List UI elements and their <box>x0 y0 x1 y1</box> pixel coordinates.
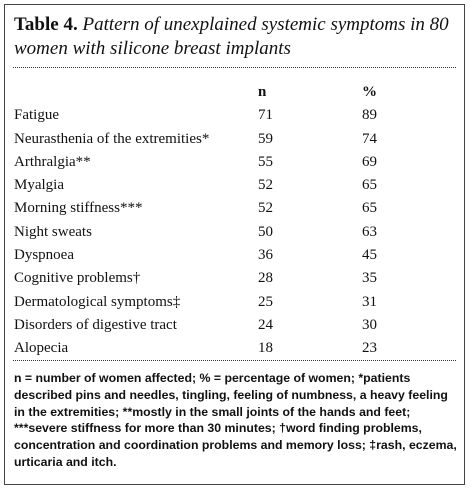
row-label: Alopecia <box>14 340 69 357</box>
cell-value: 69 <box>362 153 377 170</box>
table-label: Table 4. <box>14 14 78 35</box>
footnote: n = number of women affected; % = percen… <box>14 371 457 469</box>
data-table: n% Fatigue 71 89 Neurasthenia of the extremi… <box>14 81 422 361</box>
header-cell: % <box>362 84 377 100</box>
table-row: Night sweats 50 63 <box>14 221 422 244</box>
cell-value: 18 <box>258 340 273 357</box>
cell-value: 63 <box>362 223 377 240</box>
cell-value: 36 <box>258 247 273 264</box>
table-row: Neurasthenia of the extremities* 59 74 <box>14 128 422 151</box>
row-label: Cognitive problems† <box>14 270 141 287</box>
table-row: Dermatological symptoms‡ 25 31 <box>14 291 422 314</box>
cell-value: 65 <box>362 177 377 194</box>
cell-value: 30 <box>362 316 377 333</box>
table-title: Table 4. Pattern of unexplained systemic… <box>14 13 459 61</box>
table-frame: Table 4. Pattern of unexplained systemic… <box>4 4 465 485</box>
table-row: Fatigue 71 89 <box>14 104 422 127</box>
cell-value: 45 <box>362 247 377 264</box>
cell-value: 71 <box>258 107 273 124</box>
cell-value: 23 <box>362 340 377 357</box>
header-cell: n <box>258 84 267 100</box>
cell-value: 50 <box>258 223 273 240</box>
table-row: Myalgia 52 65 <box>14 174 422 197</box>
row-label: Dyspnoea <box>14 247 74 264</box>
row-label: Morning stiffness*** <box>14 200 143 217</box>
cell-value: 25 <box>258 293 273 310</box>
divider <box>13 360 456 361</box>
cell-value: 65 <box>362 200 377 217</box>
cell-value: 89 <box>362 107 377 124</box>
cell-value: 59 <box>258 130 273 147</box>
row-label: Myalgia <box>14 177 64 194</box>
table-row: Dyspnoea 36 45 <box>14 244 422 267</box>
cell-value: 52 <box>258 177 273 194</box>
cell-value: 35 <box>362 270 377 287</box>
row-label: Disorders of digestive tract <box>14 316 177 333</box>
header-cell <box>14 81 258 104</box>
table-row: Arthralgia** 55 69 <box>14 151 422 174</box>
cell-value: 74 <box>362 130 377 147</box>
cell-value: 31 <box>362 293 377 310</box>
cell-value: 55 <box>258 153 273 170</box>
row-label: Night sweats <box>14 223 92 240</box>
row-label: Neurasthenia of the extremities* <box>14 130 210 147</box>
row-label: Arthralgia** <box>14 153 91 170</box>
table-row: Morning stiffness*** 52 65 <box>14 197 422 220</box>
divider <box>13 67 456 68</box>
cell-value: 28 <box>258 270 273 287</box>
cell-value: 24 <box>258 316 273 333</box>
cell-value: 52 <box>258 200 273 217</box>
row-label: Dermatological symptoms‡ <box>14 293 181 310</box>
table-row: Disorders of digestive tract 24 30 <box>14 314 422 337</box>
table-row: Cognitive problems† 28 35 <box>14 267 422 290</box>
header-row: n% <box>14 81 422 104</box>
row-label: Fatigue <box>14 107 59 124</box>
table-caption: Pattern of unexplained systemic symptoms… <box>14 14 449 59</box>
table-row: Alopecia 18 23 <box>14 337 422 360</box>
